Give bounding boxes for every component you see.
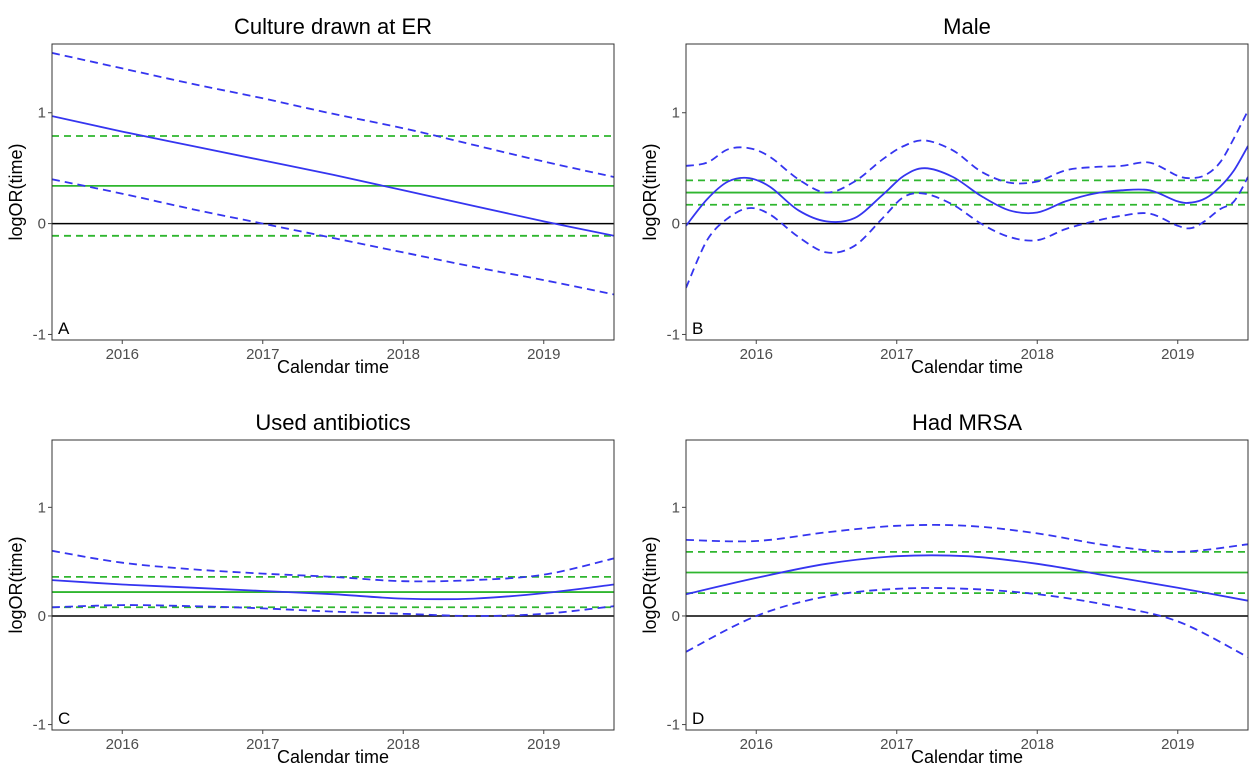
time-varying-upper-ci bbox=[52, 549, 614, 583]
y-tick-label: -1 bbox=[667, 717, 680, 734]
time-varying-estimate-line bbox=[686, 554, 1248, 602]
time-varying-lower-ci bbox=[686, 587, 1248, 659]
y-axis-label: logOR(time) bbox=[6, 143, 26, 240]
x-tick-label: 2019 bbox=[527, 346, 560, 363]
x-axis-label: Calendar time bbox=[277, 747, 389, 767]
y-tick-label: 1 bbox=[672, 499, 680, 516]
time-varying-estimate-line bbox=[686, 145, 1248, 227]
panel-b: Male 2016 2017 2018 2019 -1 0 1 Calendar time log… bbox=[640, 14, 1249, 377]
y-axis-label: logOR(time) bbox=[6, 536, 26, 633]
x-tick-label: 2018 bbox=[387, 736, 420, 753]
time-varying-lower-ci bbox=[52, 604, 614, 617]
x-axis-label: Calendar time bbox=[911, 357, 1023, 377]
y-tick-label: -1 bbox=[33, 717, 46, 734]
x-tick-label: 2016 bbox=[106, 736, 139, 753]
time-varying-estimate-line bbox=[52, 579, 614, 601]
y-axis-label: logOR(time) bbox=[640, 143, 660, 240]
chart-title: Used antibiotics bbox=[255, 410, 410, 435]
panel-letter: D bbox=[692, 709, 704, 728]
x-tick-label: 2016 bbox=[740, 346, 773, 363]
y-tick-label: 0 bbox=[672, 216, 680, 233]
x-tick-label: 2018 bbox=[1021, 736, 1054, 753]
x-tick-label: 2017 bbox=[246, 346, 279, 363]
plot-area bbox=[52, 549, 614, 617]
panel-letter: B bbox=[692, 319, 703, 338]
panel-border bbox=[51, 43, 615, 341]
panel-d: Had MRSA 2016 2017 2018 2019 -1 0 1 Calendar tim… bbox=[640, 410, 1249, 767]
y-tick-label: 1 bbox=[38, 499, 46, 516]
y-tick-label: 1 bbox=[672, 105, 680, 122]
x-tick-label: 2019 bbox=[1161, 736, 1194, 753]
x-tick-label: 2016 bbox=[740, 736, 773, 753]
x-tick-label: 2017 bbox=[880, 346, 913, 363]
x-tick-label: 2016 bbox=[106, 346, 139, 363]
panel-border bbox=[685, 439, 1249, 731]
x-tick-label: 2018 bbox=[387, 346, 420, 363]
chart-title: Culture drawn at ER bbox=[234, 14, 432, 39]
panel-letter: C bbox=[58, 709, 70, 728]
chart-title: Had MRSA bbox=[912, 410, 1022, 435]
plot-area bbox=[686, 524, 1248, 659]
time-varying-lower-ci bbox=[52, 178, 614, 296]
panel-a: Culture drawn at ER 2016 2017 2018 2019 -1 0 1 C… bbox=[6, 14, 615, 377]
y-tick-label: 0 bbox=[38, 608, 46, 625]
panel-border bbox=[685, 43, 1249, 341]
time-varying-estimate-line bbox=[52, 115, 614, 237]
y-tick-label: -1 bbox=[33, 326, 46, 343]
x-axis-label: Calendar time bbox=[277, 357, 389, 377]
plot-area bbox=[686, 110, 1248, 289]
y-tick-label: 0 bbox=[672, 608, 680, 625]
y-tick-label: -1 bbox=[667, 326, 680, 343]
time-varying-upper-ci bbox=[52, 52, 614, 178]
x-tick-label: 2017 bbox=[880, 736, 913, 753]
panel-c: Used antibiotics 2016 2017 2018 2019 -1 0 1 Cale… bbox=[6, 410, 615, 767]
plot-area bbox=[52, 52, 614, 296]
x-tick-label: 2019 bbox=[527, 736, 560, 753]
x-tick-label: 2017 bbox=[246, 736, 279, 753]
y-tick-label: 0 bbox=[38, 216, 46, 233]
panel-letter: A bbox=[58, 319, 70, 338]
x-axis-label: Calendar time bbox=[911, 747, 1023, 767]
y-tick-label: 1 bbox=[38, 105, 46, 122]
time-varying-upper-ci bbox=[686, 524, 1248, 553]
chart-title: Male bbox=[943, 14, 991, 39]
x-tick-label: 2019 bbox=[1161, 346, 1194, 363]
y-axis-label: logOR(time) bbox=[640, 536, 660, 633]
time-varying-lower-ci bbox=[686, 176, 1248, 289]
x-tick-label: 2018 bbox=[1021, 346, 1054, 363]
panel-border bbox=[51, 439, 615, 731]
